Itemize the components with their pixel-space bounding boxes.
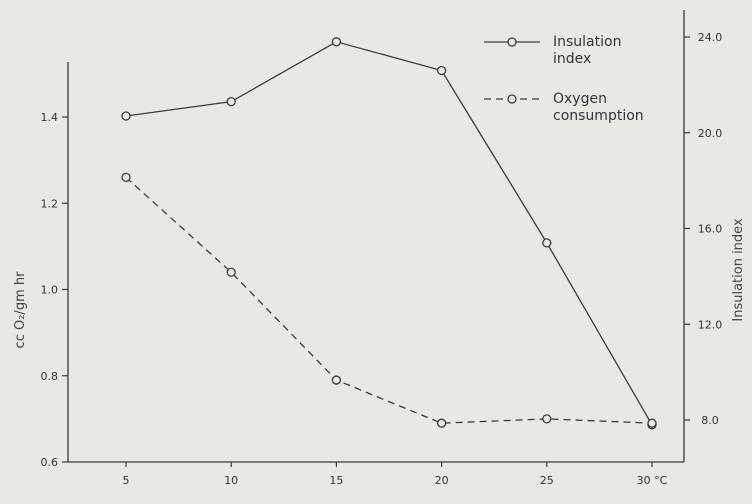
- insulation-index-point: [331, 37, 342, 47]
- insulation-index-point: [121, 111, 131, 121]
- legend-marker-2: [507, 94, 517, 104]
- legend-label-2: consumption: [553, 108, 644, 124]
- x-tick-label: 5: [123, 474, 130, 487]
- oxygen-consumption-point: [121, 172, 131, 183]
- insulation-index-point: [436, 65, 447, 76]
- insulation-index-point: [226, 96, 236, 107]
- x-tick-label: 10: [224, 474, 238, 487]
- right-tick-label: 16.0: [698, 223, 723, 236]
- x-tick-label: 15: [329, 474, 343, 487]
- legend-label-2: Oxygen: [553, 91, 607, 107]
- x-tick-label: 30 °C: [637, 474, 668, 487]
- legend-marker-1: [507, 37, 517, 47]
- right-axis-title: Insulation index: [731, 218, 746, 322]
- left-tick-label: 1.0: [41, 284, 59, 297]
- oxygen-consumption-point: [436, 418, 447, 428]
- x-tick-label: 25: [540, 474, 554, 487]
- oxygen-consumption-line: [125, 176, 653, 424]
- x-tick-label: 20: [435, 474, 449, 487]
- legend-label-1: Insulation: [553, 34, 621, 50]
- left-tick-label: 1.2: [41, 197, 59, 210]
- insulation-index-line: [125, 41, 653, 426]
- right-tick-label: 20.0: [698, 127, 723, 140]
- oxygen-consumption-point: [226, 267, 236, 277]
- right-tick-label: 24.0: [698, 31, 723, 44]
- left-axis-title: cc O₂/gm hr: [13, 271, 28, 349]
- oxygen-consumption-point: [331, 375, 342, 385]
- axes: 5 10 15 20 25 30 °C 0.6 0.8 1.0 1.2 1.4 8.0 12.0 16.0…: [41, 10, 723, 487]
- series-layer: [121, 37, 657, 430]
- legend-label-1: index: [553, 51, 591, 67]
- left-tick-label: 1.4: [41, 111, 59, 124]
- insulation-index-point: [542, 238, 552, 248]
- left-tick-label: 0.6: [41, 456, 59, 469]
- right-tick-label: 8.0: [701, 414, 719, 427]
- oxygen-consumption-point: [542, 414, 552, 424]
- left-tick-label: 0.8: [41, 370, 59, 383]
- oxygen-consumption-point: [647, 418, 657, 428]
- right-tick-label: 12.0: [698, 318, 723, 331]
